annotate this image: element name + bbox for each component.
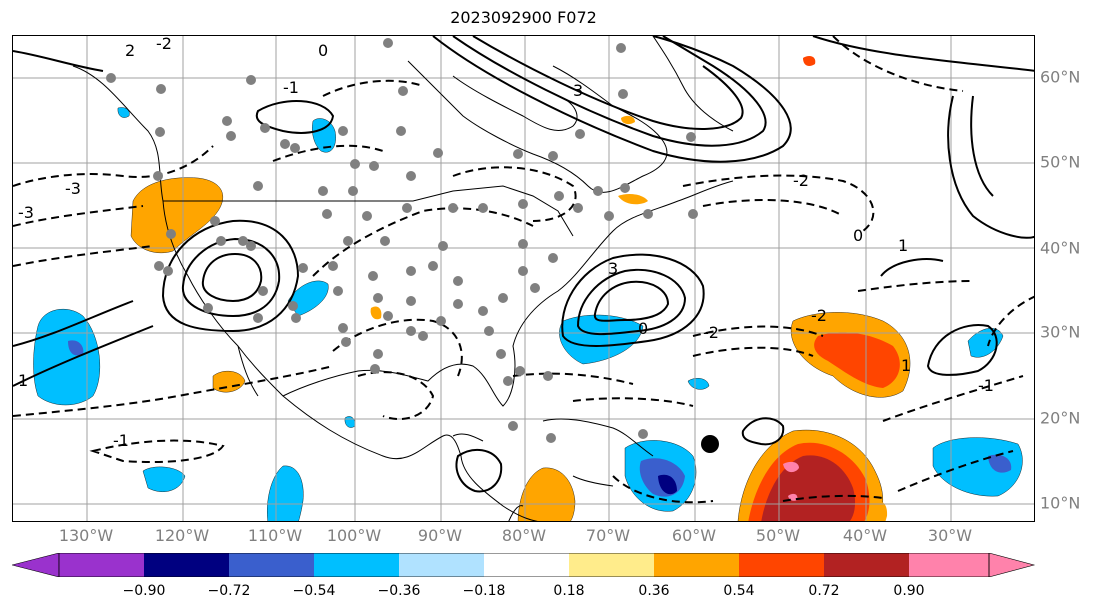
contour-label: 0 [638,319,648,338]
graticule [13,36,1034,521]
contour-label: 0 [318,41,328,60]
contours [13,36,1034,493]
shade-pink-trop [783,461,799,473]
contour-label: -2 [156,36,172,53]
shade-blue-ak [117,107,130,118]
colorbar-segment [739,553,824,577]
contour-label: -1 [113,431,129,450]
shade-blue-pac-s [267,465,304,521]
contour-label: 3 [573,81,583,100]
shade-blue-pac-west [33,308,101,406]
colorbar-extend-low [12,553,60,577]
lon-label: 130°W [58,526,114,545]
colorbar-segment [824,553,909,577]
shade-orange-mex [212,370,246,393]
shade-orange-small-3 [621,115,635,125]
shade-red-atl-east [814,332,900,388]
contour-label: -2 [793,171,809,190]
colorbar-tick: 0.18 [553,583,585,599]
shade-orange-small-5 [370,306,382,320]
map-title: 2023092900 F072 [450,8,597,27]
contour-label: -3 [18,203,34,222]
lon-label: 80°W [501,526,547,545]
lat-label: 50°N [1040,152,1081,172]
colorbar-tick: −0.36 [377,583,421,599]
shade-darkred-trop [761,455,856,521]
shade-navy-carib [658,474,677,495]
shade-orange-small-1 [803,56,816,66]
shade-orange-small-4 [871,501,888,521]
contour-label: -3 [65,179,81,198]
lat-label: 60°N [1040,67,1081,87]
shade-blue-can [312,118,336,153]
contour-label: -1 [978,376,994,395]
colorbar-tick: −0.72 [207,583,251,599]
lat-label: 10°N [1040,493,1081,513]
shade-blue-gulf-atl [559,314,644,365]
colorbar-outline [58,553,990,577]
lon-label: 90°W [417,526,463,545]
contour-label: -2 [703,323,719,342]
colorbar-segment [229,553,314,577]
lon-label: 40°W [842,526,888,545]
contour-label: 1 [18,371,28,390]
shade-mblue-atl-se [988,454,1012,473]
colorbar-segment [654,553,739,577]
colorbar-segment [399,553,484,577]
colorbar [12,553,1036,577]
lon-label: 100°W [326,526,382,545]
colorbar-tick: −0.54 [292,583,336,599]
lon-label: 110°W [247,526,303,545]
shade-blue-atl-small [687,378,710,390]
colorbar-tick: −0.90 [122,583,166,599]
colorbar-segment [569,553,654,577]
contour-label: 3 [608,259,618,278]
shade-blue-keys [344,416,356,428]
coastlines [72,36,734,521]
stations [106,38,698,443]
colorbar-tick: 0.72 [808,583,840,599]
lon-label: 50°W [755,526,801,545]
lat-label: 40°N [1040,238,1081,258]
lon-label: 120°W [154,526,210,545]
shade-orange-carib [517,467,576,521]
shade-blue-sw-us [287,280,329,317]
contour-label: -1 [283,78,299,97]
lon-label: 60°W [671,526,717,545]
contour-label-group: -2 2 -3 -1 0 1 3 -2 0 -2 3 -3 -1 1 0 -1 … [18,36,994,450]
contour-label: 1 [898,236,908,255]
colorbar-segment [314,553,399,577]
shade-orange-pnw [130,177,223,254]
lon-label: 30°W [927,526,973,545]
contour-label: 0 [853,226,863,245]
colorbar-segment [144,553,229,577]
storm-center-marker [701,435,719,453]
shade-orange-small-2 [618,193,648,205]
colorbar-tick: 0.54 [723,583,755,599]
shade-mblue-pac-west [68,340,84,356]
lat-label: 20°N [1040,408,1081,428]
contour-label: 1 [901,356,911,375]
colorbar-tick: −0.18 [462,583,506,599]
contours-dashed [13,36,1034,504]
colorbar-segment [484,553,569,577]
colorbar-tick: 0.36 [638,583,670,599]
shade-blue-pac-sw [142,466,186,492]
map-panel: -2 2 -3 -1 0 1 3 -2 0 -2 3 -3 -1 1 0 -1 … [12,35,1035,522]
colorbar-segment [59,553,144,577]
colorbar-extend-high [988,553,1036,577]
shade-blue-atl-e [967,328,1004,358]
lon-label: 70°W [585,526,631,545]
contour-label: -2 [811,306,827,325]
colorbar-segment [909,553,989,577]
map-canvas: -2 2 -3 -1 0 1 3 -2 0 -2 3 -3 -1 1 0 -1 … [13,36,1034,521]
contour-label: 2 [125,41,135,60]
shade-blue-atl-se [932,437,1023,497]
lat-label: 30°N [1040,322,1081,342]
colorbar-tick: 0.90 [893,583,925,599]
